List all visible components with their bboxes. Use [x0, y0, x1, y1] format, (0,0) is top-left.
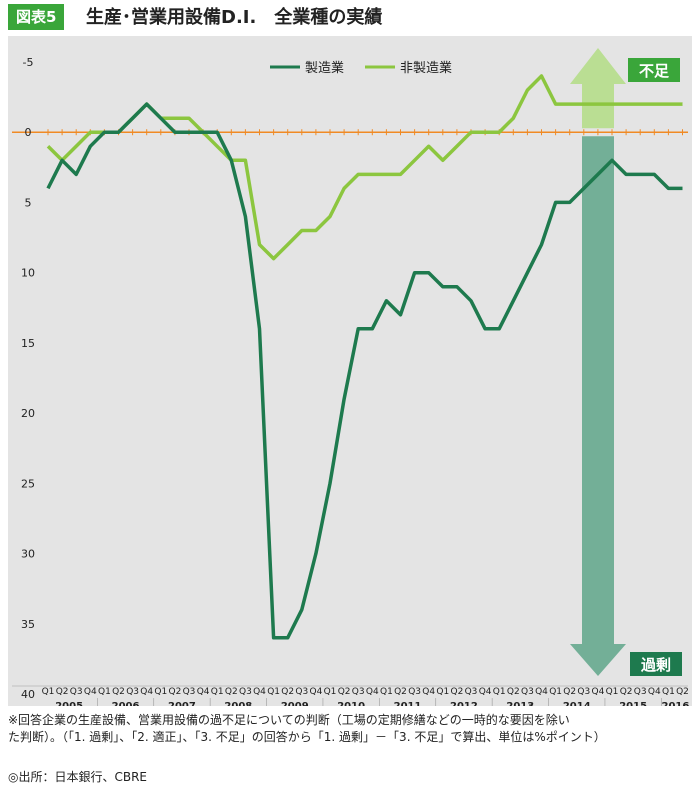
x-year-label: 2013	[506, 701, 534, 706]
x-quarter-label: Q1	[211, 687, 224, 697]
shortage-arrow	[570, 48, 626, 129]
x-quarter-label: Q4	[84, 687, 97, 697]
x-quarter-label: Q4	[309, 687, 322, 697]
excess-arrow	[570, 136, 626, 676]
x-year-label: 2005	[55, 701, 83, 706]
x-year-label: 2012	[450, 701, 478, 706]
x-quarter-label: Q2	[620, 687, 633, 697]
x-year-label: 2010	[337, 701, 365, 706]
x-quarter-label: Q4	[648, 687, 661, 697]
x-quarter-label: Q2	[450, 687, 463, 697]
x-quarter-label: Q2	[507, 687, 520, 697]
x-year-label: 2006	[112, 701, 140, 706]
x-quarter-label: Q2	[168, 687, 181, 697]
y-tick-label: 10	[21, 267, 35, 280]
x-quarter-label: Q3	[634, 687, 647, 697]
excess-label-box	[630, 652, 682, 676]
shortage-label-box	[628, 58, 680, 82]
x-quarter-label: Q3	[465, 687, 478, 697]
x-quarter-label: Q1	[324, 687, 337, 697]
x-year-label: 2016	[662, 701, 690, 706]
x-quarter-label: Q1	[662, 687, 675, 697]
y-tick-label: 5	[25, 196, 32, 209]
x-quarter-label: Q1	[267, 687, 280, 697]
shortage-label: 不足	[639, 62, 670, 80]
x-quarter-label: Q2	[338, 687, 351, 697]
y-tick-label: 35	[21, 618, 35, 631]
chart-area: -5 0 5 10 15 20 25 30 35 40 Q1 Q2 Q3 Q4 Q1 Q2 Q3 Q4 Q1 Q2 Q…	[8, 36, 692, 712]
footnote: ※回答企業の生産設備、営業用設備の過不足についての判断（工場の定期修繕などの一時…	[8, 712, 692, 746]
x-quarter-label: Q3	[239, 687, 252, 697]
header: 図表5 生産･営業用設備D.I. 全業種の実績	[0, 0, 700, 36]
x-quarter-label: Q3	[521, 687, 534, 697]
x-quarter-label: Q1	[436, 687, 449, 697]
x-year-label: 2011	[394, 701, 422, 706]
series-manufacturing-line	[46, 102, 683, 640]
x-quarter-label: Q3	[352, 687, 365, 697]
x-quarter-label: Q2	[563, 687, 576, 697]
legend-manufacturing-label: 製造業	[305, 60, 344, 76]
x-quarter-label: Q4	[197, 687, 210, 697]
figure-badge: 図表5	[8, 4, 65, 30]
x-quarter-label: Q4	[422, 687, 435, 697]
footnote-line-2: た判断）。（「1. 過剰」、「2. 適正」、「3. 不足」の回答から「1. 過剰…	[8, 730, 606, 744]
x-quarter-label: Q1	[42, 687, 55, 697]
x-quarter-label: Q4	[479, 687, 492, 697]
x-quarter-label: Q1	[98, 687, 111, 697]
x-quarter-label: Q2	[281, 687, 294, 697]
x-quarter-label: Q3	[183, 687, 196, 697]
x-year-label: 2009	[281, 701, 309, 706]
x-quarter-label: Q4	[535, 687, 548, 697]
x-year-label: 2015	[619, 701, 647, 706]
x-quarter-label: Q1	[606, 687, 619, 697]
chart-title: 生産･営業用設備D.I. 全業種の実績	[86, 7, 383, 28]
y-tick-label: 40	[21, 688, 35, 701]
x-quarter-label: Q4	[140, 687, 153, 697]
x-quarter-label: Q1	[380, 687, 393, 697]
footnote-line-1: ※回答企業の生産設備、営業用設備の過不足についての判断（工場の定期修繕などの一時…	[8, 713, 570, 727]
y-tick-label: 15	[21, 337, 35, 350]
source-note: ◎出所：日本銀行、CBRE	[8, 770, 148, 784]
y-tick-label: -5	[23, 56, 34, 69]
x-quarter-label: Q2	[676, 687, 689, 697]
x-quarter-label: Q3	[408, 687, 421, 697]
x-quarter-label: Q2	[112, 687, 125, 697]
x-quarter-label: Q4	[253, 687, 266, 697]
x-year-label: 2008	[224, 701, 252, 706]
x-quarter-label: Q2	[394, 687, 407, 697]
x-quarter-label: Q4	[591, 687, 604, 697]
x-quarter-label: Q3	[295, 687, 308, 697]
y-tick-label: 0	[25, 126, 32, 139]
x-quarter-label: Q3	[126, 687, 139, 697]
x-quarter-label: Q1	[493, 687, 506, 697]
x-quarter-label: Q3	[577, 687, 590, 697]
x-year-label: 2014	[563, 701, 591, 706]
x-year-label: 2007	[168, 701, 196, 706]
x-quarter-label: Q2	[225, 687, 238, 697]
y-tick-label: 25	[21, 477, 35, 490]
x-quarter-label: Q1	[549, 687, 562, 697]
y-tick-label: 20	[21, 407, 35, 420]
y-tick-label: 30	[21, 548, 35, 561]
x-quarter-label: Q3	[70, 687, 83, 697]
x-quarter-label: Q2	[56, 687, 69, 697]
x-quarter-label: Q4	[366, 687, 379, 697]
x-quarter-label: Q1	[154, 687, 167, 697]
excess-label: 過剰	[640, 656, 671, 674]
legend-non-manufacturing-label: 非製造業	[400, 60, 452, 76]
